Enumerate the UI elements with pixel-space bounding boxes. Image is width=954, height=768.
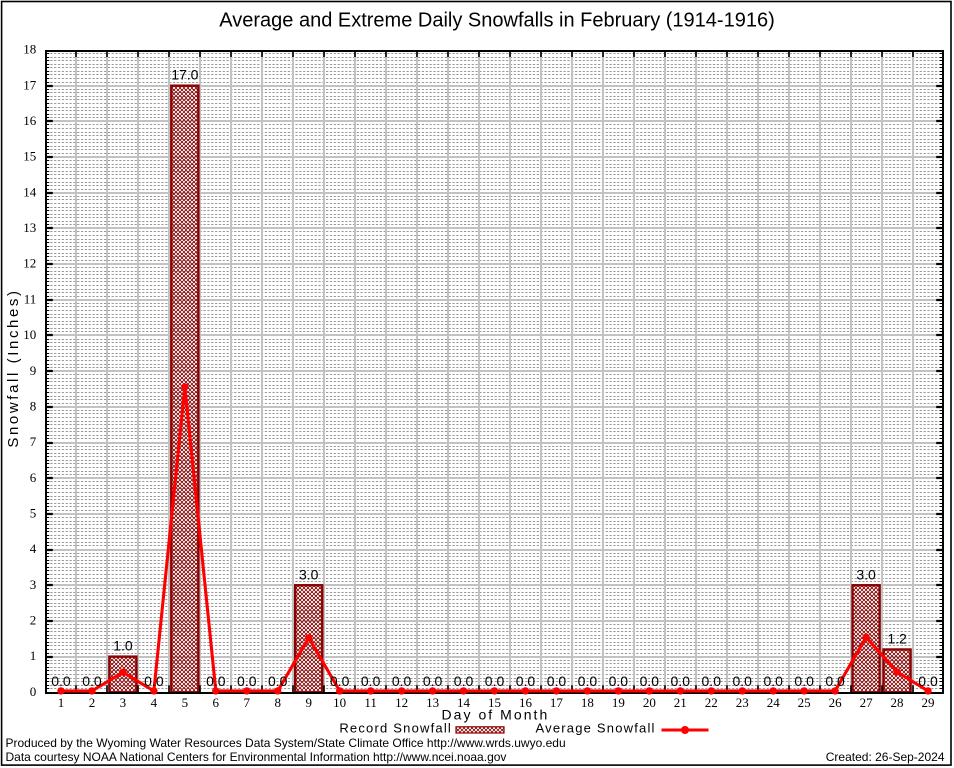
svg-text:9: 9	[30, 363, 37, 378]
svg-text:0: 0	[30, 684, 37, 699]
svg-text:3.0: 3.0	[856, 566, 876, 582]
svg-text:8: 8	[30, 398, 37, 413]
svg-text:7: 7	[244, 695, 251, 710]
svg-text:7: 7	[30, 434, 37, 449]
svg-text:0.0: 0.0	[763, 673, 783, 689]
svg-text:15: 15	[488, 695, 501, 710]
svg-text:0.0: 0.0	[794, 673, 814, 689]
svg-text:0.0: 0.0	[268, 673, 288, 689]
svg-text:14: 14	[457, 695, 471, 710]
svg-text:9: 9	[305, 695, 312, 710]
svg-text:5: 5	[182, 695, 189, 710]
svg-text:0.0: 0.0	[454, 673, 474, 689]
svg-text:17: 17	[550, 695, 564, 710]
svg-text:17: 17	[23, 77, 37, 92]
svg-text:18: 18	[23, 42, 36, 57]
svg-text:1.0: 1.0	[113, 638, 133, 654]
svg-text:26: 26	[829, 695, 843, 710]
svg-text:0.0: 0.0	[237, 673, 257, 689]
svg-text:12: 12	[23, 256, 36, 271]
svg-text:23: 23	[736, 695, 749, 710]
svg-text:0.0: 0.0	[51, 673, 71, 689]
svg-text:Average and Extreme Daily Snow: Average and Extreme Daily Snowfalls in F…	[219, 9, 774, 31]
svg-text:24: 24	[767, 695, 781, 710]
svg-text:0.0: 0.0	[547, 673, 567, 689]
svg-text:15: 15	[23, 149, 36, 164]
svg-text:0.0: 0.0	[702, 673, 722, 689]
svg-text:Produced by the Wyoming Water: Produced by the Wyoming Water Resources …	[6, 736, 566, 750]
svg-text:6: 6	[213, 695, 220, 710]
svg-text:0.0: 0.0	[361, 673, 381, 689]
svg-text:0.0: 0.0	[609, 673, 629, 689]
svg-text:Data courtesy NOAA National Ce: Data courtesy NOAA National Centers for …	[6, 750, 507, 764]
svg-text:0.0: 0.0	[423, 673, 443, 689]
svg-text:3: 3	[120, 695, 127, 710]
svg-text:0.0: 0.0	[732, 673, 752, 689]
svg-text:0.0: 0.0	[485, 673, 505, 689]
svg-text:8: 8	[274, 695, 281, 710]
svg-text:0.0: 0.0	[392, 673, 412, 689]
svg-text:Snowfall (Inches): Snowfall (Inches)	[5, 288, 22, 447]
svg-text:3.0: 3.0	[299, 566, 319, 582]
svg-text:4: 4	[30, 541, 37, 556]
svg-text:Average Snowfall: Average Snowfall	[536, 720, 656, 735]
svg-text:28: 28	[891, 695, 904, 710]
svg-text:0.0: 0.0	[825, 673, 845, 689]
svg-text:0.0: 0.0	[330, 673, 350, 689]
svg-text:20: 20	[643, 695, 656, 710]
svg-text:10: 10	[333, 695, 346, 710]
svg-text:13: 13	[426, 695, 439, 710]
svg-text:1: 1	[30, 648, 37, 663]
svg-text:0.0: 0.0	[206, 673, 226, 689]
svg-text:18: 18	[581, 695, 594, 710]
svg-text:25: 25	[798, 695, 811, 710]
svg-text:0.0: 0.0	[918, 673, 938, 689]
svg-text:16: 16	[519, 695, 533, 710]
svg-text:10: 10	[23, 327, 36, 342]
svg-text:1.2: 1.2	[887, 630, 907, 646]
svg-text:0.0: 0.0	[640, 673, 660, 689]
svg-text:0.0: 0.0	[82, 673, 102, 689]
svg-text:29: 29	[922, 695, 935, 710]
svg-text:Record Snowfall: Record Snowfall	[339, 720, 452, 735]
svg-text:Day of Month: Day of Month	[441, 707, 549, 723]
svg-text:14: 14	[23, 184, 37, 199]
svg-text:0.0: 0.0	[578, 673, 598, 689]
svg-text:16: 16	[23, 113, 37, 128]
svg-text:6: 6	[30, 470, 37, 485]
svg-text:3: 3	[30, 577, 37, 592]
svg-text:1: 1	[58, 695, 65, 710]
svg-text:Created: 26-Sep-2024: Created: 26-Sep-2024	[826, 750, 945, 764]
svg-text:5: 5	[30, 505, 37, 520]
svg-text:4: 4	[151, 695, 158, 710]
svg-text:19: 19	[612, 695, 625, 710]
svg-text:21: 21	[674, 695, 687, 710]
svg-text:0.0: 0.0	[671, 673, 691, 689]
svg-text:11: 11	[24, 291, 37, 306]
svg-text:2: 2	[30, 613, 37, 628]
svg-text:2: 2	[89, 695, 96, 710]
svg-text:22: 22	[705, 695, 718, 710]
svg-text:12: 12	[395, 695, 408, 710]
svg-text:0.0: 0.0	[516, 673, 536, 689]
svg-text:13: 13	[23, 220, 36, 235]
svg-text:11: 11	[364, 695, 377, 710]
svg-text:0.0: 0.0	[144, 673, 164, 689]
svg-text:17.0: 17.0	[171, 67, 198, 83]
svg-text:27: 27	[860, 695, 874, 710]
